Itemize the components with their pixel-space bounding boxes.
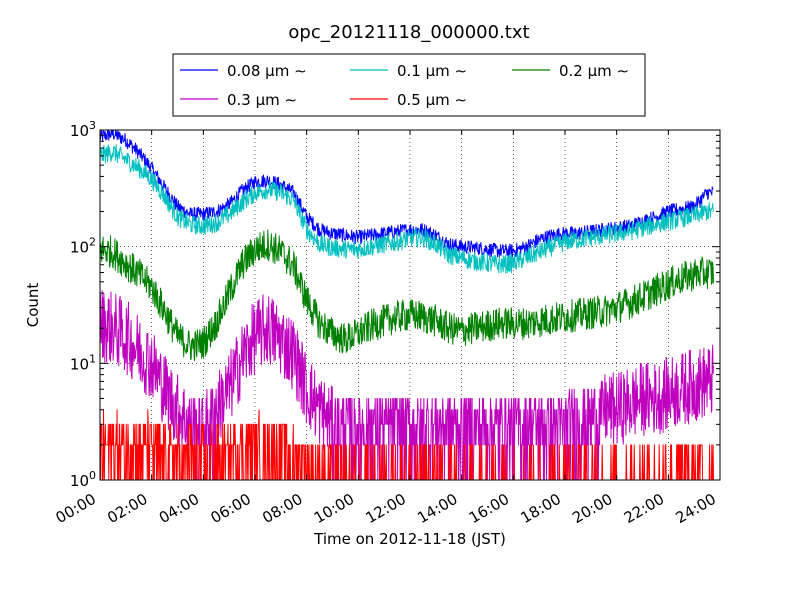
x-tick-label: 12:00 bbox=[363, 490, 409, 527]
x-axis-label: Time on 2012-11-18 (JST) bbox=[313, 530, 506, 548]
series-line-1 bbox=[100, 144, 714, 274]
x-tick-label: 08:00 bbox=[259, 490, 305, 527]
legend-box bbox=[172, 53, 646, 117]
legend: 0.08 μm ∼ 0.1 μm ∼ 0.2 μm ∼ 0.3 μm ∼ 0.5 μm … bbox=[172, 53, 646, 117]
series-layer bbox=[100, 130, 714, 480]
legend-label: 0.2 μm ∼ bbox=[559, 62, 629, 80]
chart-title: opc_20121118_000000.txt bbox=[288, 22, 529, 43]
plot-frame bbox=[99, 129, 721, 481]
x-tick-label: 10:00 bbox=[311, 490, 357, 527]
x-tick-label: 20:00 bbox=[569, 490, 615, 527]
y-axis-label: Count bbox=[24, 283, 42, 328]
y-tick-label: 100 bbox=[70, 469, 96, 490]
x-tick-label: 02:00 bbox=[104, 490, 150, 527]
legend-label: 0.1 μm ∼ bbox=[397, 62, 467, 80]
y-tick-label: 102 bbox=[70, 236, 96, 257]
series-line-3 bbox=[100, 290, 714, 480]
legend-label: 0.3 μm ∼ bbox=[227, 91, 297, 109]
legend-label: 0.08 μm ∼ bbox=[227, 62, 307, 80]
x-tick-label: 06:00 bbox=[208, 490, 254, 527]
x-tick-label: 14:00 bbox=[414, 490, 460, 527]
ticks bbox=[99, 129, 721, 481]
x-tick-label: 00:00 bbox=[53, 490, 99, 527]
x-tick-label: 16:00 bbox=[466, 490, 512, 527]
x-tick-label: 04:00 bbox=[156, 490, 202, 527]
y-tick-label: 101 bbox=[70, 352, 96, 373]
x-tick-label: 24:00 bbox=[673, 490, 719, 527]
x-tick-labels: 00:00 02:00 04:00 06:00 08:00 10:00 12:00 14:00… bbox=[53, 490, 719, 527]
series-line-2 bbox=[100, 229, 714, 362]
x-tick-label: 18:00 bbox=[518, 490, 564, 527]
series-line-4 bbox=[100, 409, 714, 480]
legend-label: 0.5 μm ∼ bbox=[397, 91, 467, 109]
grid bbox=[100, 130, 720, 480]
y-tick-labels: 100 101 102 103 bbox=[70, 119, 96, 490]
x-tick-label: 22:00 bbox=[621, 490, 667, 527]
y-tick-label: 103 bbox=[70, 119, 96, 140]
